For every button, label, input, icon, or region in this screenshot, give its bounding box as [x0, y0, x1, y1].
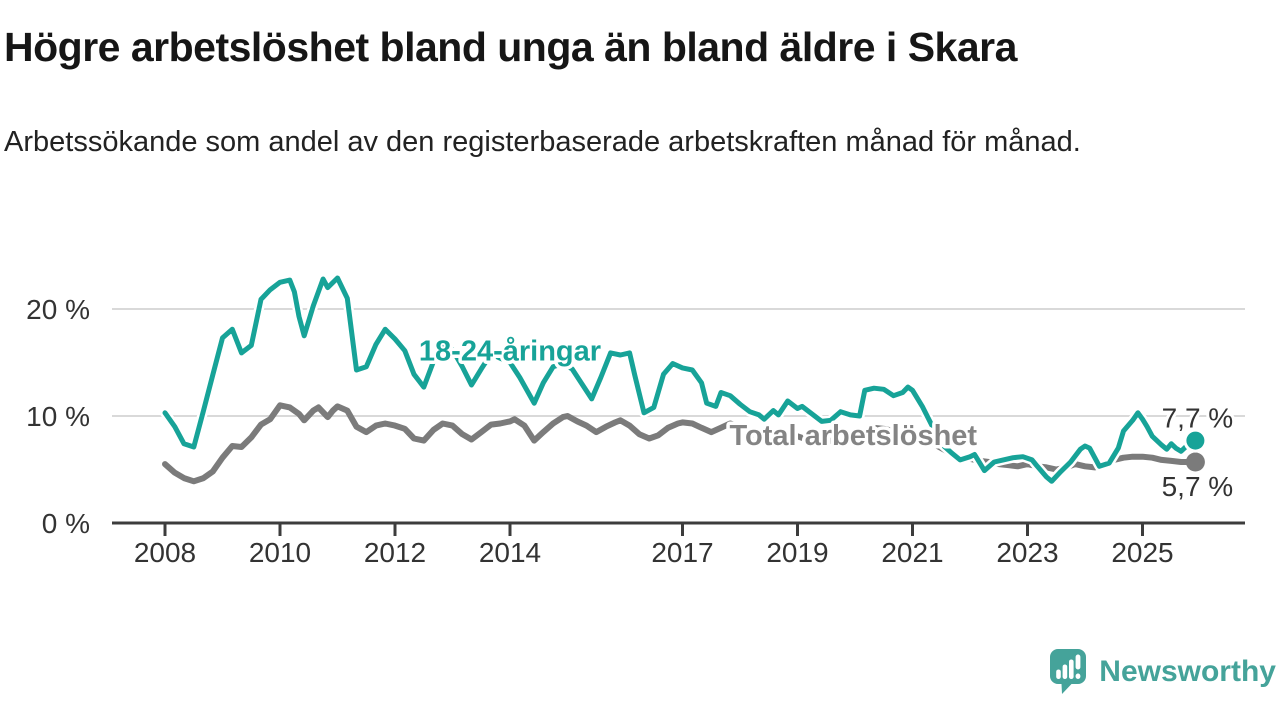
x-tick-label-2025: 2025 — [1111, 537, 1173, 568]
series-label-youth: 18-24-åringar — [419, 336, 601, 368]
y-tick-label-0: 0 % — [42, 508, 90, 539]
page-title: Högre arbetslöshet bland unga än bland ä… — [4, 24, 1017, 70]
x-tick-label-2008: 2008 — [134, 537, 196, 568]
y-tick-label-20: 20 % — [26, 294, 90, 325]
logo-exclamation-dot — [1075, 673, 1081, 679]
x-axis-labels: 2008 2010 2012 2014 2017 2019 2021 2023 2025 — [134, 537, 1174, 568]
y-tick-label-10: 10 % — [26, 401, 90, 432]
end-dot-total — [1185, 452, 1205, 472]
chart-subtitle: Arbetssökande som andel av den registerb… — [4, 126, 1081, 158]
series-line-total — [162, 402, 1199, 485]
logo-bar-small — [1056, 669, 1062, 679]
logo-exclamation-bar — [1075, 654, 1081, 670]
x-tick-label-2023: 2023 — [996, 537, 1058, 568]
end-value-label-youth: 7,7 % — [1162, 403, 1234, 434]
newsworthy-logo-text: Newsworthy — [1099, 655, 1276, 688]
x-tick-label-2012: 2012 — [364, 537, 426, 568]
series-label-total: Total arbetslöshet — [729, 420, 977, 452]
end-value-label-total: 5,7 % — [1162, 471, 1234, 502]
logo-bar-medium — [1062, 664, 1068, 679]
x-axis-ticks — [163, 524, 1144, 536]
newsworthy-logo: Newsworthy — [1049, 646, 1276, 698]
x-tick-label-2014: 2014 — [479, 537, 541, 568]
newsworthy-logo-icon — [1050, 649, 1087, 694]
x-tick-label-2017: 2017 — [651, 537, 713, 568]
y-axis-labels: 0 % 10 % 20 % — [26, 294, 90, 539]
series-line-youth — [162, 275, 1198, 484]
logo-bubble — [1050, 649, 1087, 694]
logo-bar-tall — [1069, 659, 1074, 679]
x-tick-label-2010: 2010 — [249, 537, 311, 568]
end-dot-youth — [1186, 431, 1205, 450]
x-tick-label-2019: 2019 — [766, 537, 828, 568]
x-tick-label-2021: 2021 — [881, 537, 943, 568]
